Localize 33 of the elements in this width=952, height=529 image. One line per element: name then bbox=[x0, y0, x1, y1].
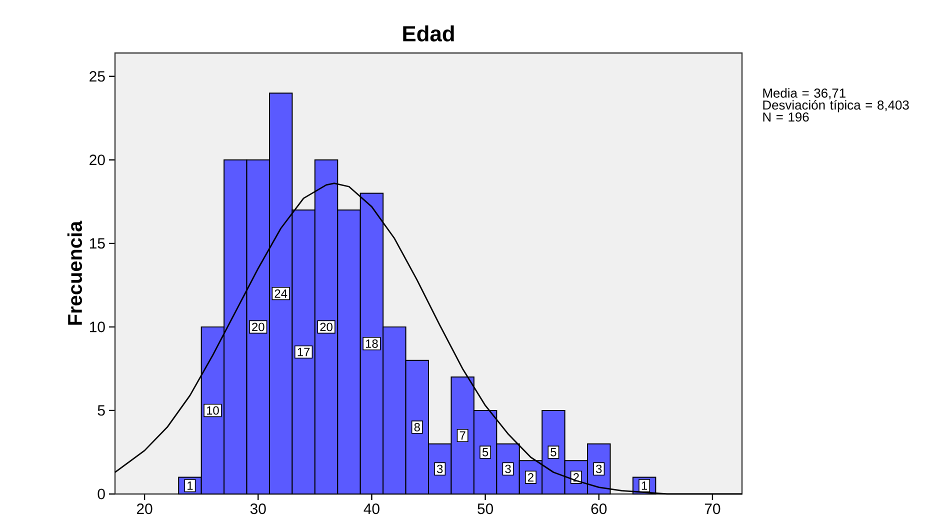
text: Desviación típica = 8,403 bbox=[763, 100, 909, 112]
y-tick-label: 0 bbox=[98, 488, 105, 500]
y-tick-label: 5 bbox=[98, 405, 105, 416]
data-label: 1 bbox=[188, 482, 193, 490]
x-tick-label: 60 bbox=[591, 504, 607, 514]
text: N = 196 bbox=[763, 112, 809, 122]
data-label: 24 bbox=[274, 289, 288, 298]
data-label: 5 bbox=[482, 448, 488, 456]
data-label: 17 bbox=[298, 348, 310, 356]
data-label: 3 bbox=[505, 464, 511, 474]
text: Media = 36,71 bbox=[763, 88, 846, 100]
data-label: 2 bbox=[528, 473, 534, 482]
data-label: 20 bbox=[252, 322, 264, 332]
chart-title: Edad bbox=[403, 25, 454, 42]
y-tick-label: 10 bbox=[90, 322, 105, 332]
data-label: 7 bbox=[460, 431, 466, 440]
data-label: 5 bbox=[550, 448, 556, 456]
y-axis-title: Frecuencia bbox=[67, 220, 82, 325]
data-label: 10 bbox=[206, 406, 219, 415]
data-label: 3 bbox=[436, 464, 443, 474]
x-tick-label: 20 bbox=[136, 504, 152, 514]
x-tick-label: 30 bbox=[250, 504, 266, 514]
x-tick-label: 50 bbox=[478, 504, 494, 514]
data-label: 3 bbox=[596, 464, 602, 474]
data-label: 1 bbox=[642, 482, 648, 490]
data-label: 18 bbox=[366, 339, 378, 348]
y-tick-label: 20 bbox=[90, 154, 105, 166]
y-tick-label: 15 bbox=[90, 238, 105, 249]
data-label: 20 bbox=[320, 322, 332, 332]
y-tick-label: 25 bbox=[90, 71, 105, 82]
x-tick-label: 40 bbox=[364, 504, 380, 514]
data-label: 8 bbox=[414, 422, 420, 432]
x-tick-label: 70 bbox=[704, 504, 720, 514]
